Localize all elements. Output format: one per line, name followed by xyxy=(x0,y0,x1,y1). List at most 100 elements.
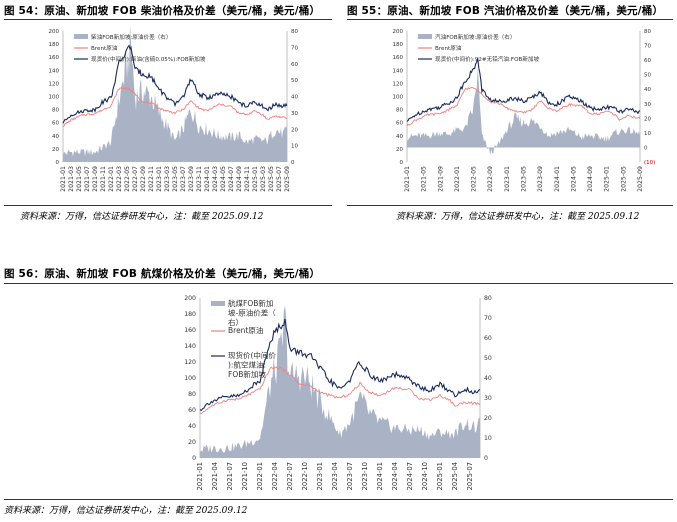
brent-line xyxy=(62,86,288,128)
x-tick-label: 2021-07 xyxy=(226,462,234,490)
right-tick-label: 60 xyxy=(484,335,492,342)
x-tick-label: 2021-11 xyxy=(100,166,107,192)
figure-55-source: 资料来源：万得，信达证券研发中心，注：截至 2025.09.12 xyxy=(396,212,640,222)
spot-price-line xyxy=(62,44,288,124)
spread-area xyxy=(63,24,287,162)
left-tick-label: 200 xyxy=(49,29,60,35)
x-tick-label: 2023-05 xyxy=(521,166,528,192)
x-tick-label: 2025-07 xyxy=(466,462,474,490)
x-tick-label: 2025-01 xyxy=(252,166,259,192)
left-tick-label: 40 xyxy=(52,134,59,140)
spread-area xyxy=(407,67,640,156)
x-tick-label: 2023-09 xyxy=(537,166,544,192)
x-tick-label: 2022-07 xyxy=(132,166,139,192)
x-tick-label: 2023-05 xyxy=(172,166,179,192)
x-tick-label: 2022-05 xyxy=(124,166,131,192)
figure-54-source-rule xyxy=(4,205,332,206)
x-tick-label: 2021-09 xyxy=(92,166,99,192)
right-tick-label: 70 xyxy=(644,44,651,50)
x-tick-label: 2024-03 xyxy=(212,166,219,192)
left-tick-label: 0 xyxy=(400,160,404,166)
legend-swatch-spread xyxy=(418,34,432,39)
x-tick-label: 2024-07 xyxy=(228,166,235,192)
right-tick-label: 60 xyxy=(644,58,651,64)
right-tick-label: 10 xyxy=(484,435,492,442)
left-tick-label: 140 xyxy=(184,343,196,350)
x-tick-label: 2024-05 xyxy=(570,166,577,192)
right-tick-label: 50 xyxy=(644,73,651,79)
x-tick-label: 2025-01 xyxy=(604,166,611,192)
right-tick-label: 10 xyxy=(644,131,651,137)
legend-label: 现货价(中间价):92#无铅汽油:FOB新加坡 xyxy=(435,55,540,63)
x-tick-label: 2024-09 xyxy=(236,166,243,192)
left-tick-label: 140 xyxy=(393,68,404,74)
x-tick-label: 2021-01 xyxy=(196,462,204,490)
left-tick-label: 120 xyxy=(49,81,60,87)
left-tick-label: 80 xyxy=(52,108,59,114)
figure-56-title-rule xyxy=(4,283,673,284)
right-tick-label: 20 xyxy=(484,415,492,422)
left-tick-label: 200 xyxy=(184,295,196,302)
x-tick-label: 2022-01 xyxy=(454,166,461,192)
legend-label: 柴油FOB新加坡:原油价差（右） xyxy=(91,33,171,41)
right-tick-label: 40 xyxy=(291,95,298,101)
left-tick-label: 80 xyxy=(188,391,196,398)
x-tick-label: 2024-01 xyxy=(376,462,384,490)
x-tick-label: 2024-05 xyxy=(220,166,227,192)
x-tick-label: 2021-05 xyxy=(76,166,83,192)
right-tick-label: 30 xyxy=(291,111,298,117)
left-tick-label: 20 xyxy=(396,147,403,153)
figure-55-source-rule xyxy=(347,205,673,206)
right-tick-label: 50 xyxy=(291,78,298,84)
x-tick-label: 2023-09 xyxy=(188,166,195,192)
right-tick-label: (10) xyxy=(644,160,655,166)
left-tick-label: 180 xyxy=(184,311,196,318)
x-tick-label: 2025-09 xyxy=(637,166,644,192)
x-tick-label: 2023-11 xyxy=(196,166,203,192)
legend-label: Brent原油 xyxy=(435,44,462,52)
x-tick-label: 2021-07 xyxy=(84,166,91,192)
x-tick-label: 2021-04 xyxy=(211,462,219,490)
x-tick-label: 2023-07 xyxy=(180,166,187,192)
left-tick-label: 0 xyxy=(56,160,60,166)
legend-label: Brent原油 xyxy=(228,325,263,335)
x-tick-label: 2021-10 xyxy=(241,462,249,490)
legend-swatch-spread xyxy=(211,301,225,306)
legend-label: 汽油FOB新加坡:原油价差（右） xyxy=(435,33,515,41)
figure-54-title-rule xyxy=(4,19,332,20)
x-tick-label: 2021-01 xyxy=(60,166,67,192)
x-tick-label: 2023-07 xyxy=(346,462,354,490)
figure-56-title: 图 56：原油、新加坡 FOB 航煤价格及价差（美元/桶，美元/桶） xyxy=(4,268,321,280)
x-tick-label: 2024-10 xyxy=(421,462,429,490)
x-tick-label: 2021-01 xyxy=(404,166,411,192)
left-tick-label: 100 xyxy=(184,375,196,382)
figure-56-source: 资料来源：万得，信达证券研发中心，注：截至 2025.09.12 xyxy=(4,506,248,516)
left-tick-label: 0 xyxy=(192,455,196,462)
left-tick-label: 20 xyxy=(188,439,196,446)
right-tick-label: 20 xyxy=(291,127,298,133)
right-tick-label: 70 xyxy=(484,315,492,322)
x-tick-label: 2022-05 xyxy=(471,166,478,192)
left-tick-label: 160 xyxy=(393,55,404,61)
x-tick-label: 2022-03 xyxy=(116,166,123,192)
left-tick-label: 100 xyxy=(393,95,404,101)
x-tick-label: 2025-09 xyxy=(284,166,291,192)
x-tick-label: 2025-07 xyxy=(276,166,283,192)
left-tick-label: 160 xyxy=(184,327,196,334)
x-tick-label: 2021-03 xyxy=(68,166,75,192)
x-tick-label: 2022-01 xyxy=(108,166,115,192)
left-tick-label: 40 xyxy=(396,134,403,140)
figure-54-source: 资料来源：万得，信达证券研发中心，注：截至 2025.09.12 xyxy=(20,212,264,222)
x-tick-label: 2025-01 xyxy=(436,462,444,490)
x-tick-label: 2025-04 xyxy=(451,462,459,490)
x-tick-label: 2024-09 xyxy=(587,166,594,192)
right-tick-label: 40 xyxy=(484,375,492,382)
x-tick-label: 2024-01 xyxy=(554,166,561,192)
figure-54-title: 图 54：原油、新加坡 FOB 柴油价格及价差（美元/桶，美元/桶） xyxy=(4,5,321,17)
x-tick-label: 2025-05 xyxy=(620,166,627,192)
brent-line xyxy=(406,86,641,127)
x-tick-label: 2022-01 xyxy=(256,462,264,490)
right-tick-label: 80 xyxy=(291,29,298,35)
